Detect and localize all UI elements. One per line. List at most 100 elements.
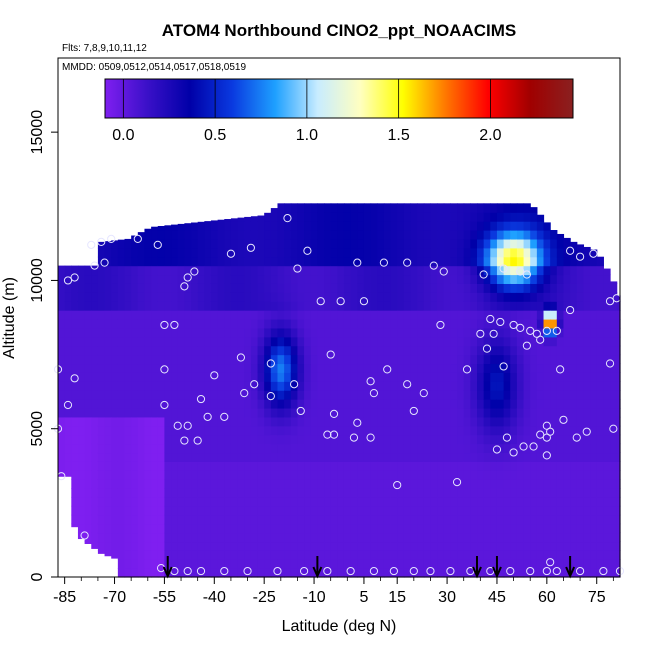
heatmap-cell <box>164 327 172 338</box>
sample-point <box>409 406 418 416</box>
heatmap-cell <box>324 310 332 320</box>
heatmap-cell <box>383 505 392 516</box>
heatmap-cell <box>304 452 312 462</box>
heatmap-cell <box>443 488 452 498</box>
heatmap-cell <box>343 292 352 302</box>
sample-point <box>605 297 615 306</box>
heatmap-cell <box>270 505 279 516</box>
heatmap-cell <box>417 301 425 311</box>
profile-arrows <box>162 556 576 579</box>
heatmap-cell <box>317 247 325 258</box>
heatmap-cell <box>423 470 432 480</box>
heatmap-cell <box>470 532 478 543</box>
heatmap-cell <box>204 230 212 240</box>
heatmap-cell <box>477 550 485 560</box>
heatmap-cell <box>590 354 598 365</box>
heatmap-cell <box>550 336 558 347</box>
heatmap-cell <box>171 416 179 427</box>
heatmap-cell <box>184 559 192 569</box>
heatmap-cell <box>390 443 398 454</box>
heatmap-cell <box>457 488 465 498</box>
heatmap-cell <box>277 274 285 284</box>
heatmap-cell <box>77 532 86 540</box>
heatmap-cell <box>397 496 405 507</box>
heatmap-cell <box>576 256 585 267</box>
heatmap-cell <box>217 310 225 320</box>
heatmap-cell <box>570 390 578 400</box>
heatmap-cell <box>257 425 265 436</box>
heatmap-cell <box>330 514 338 525</box>
heatmap-cell <box>144 541 152 551</box>
heatmap-cell <box>450 425 458 436</box>
heatmap-cell <box>137 238 146 249</box>
heatmap-cell <box>104 381 112 391</box>
heatmap-cell <box>370 541 378 551</box>
heatmap-cell <box>503 488 511 498</box>
heatmap-cell <box>290 407 299 418</box>
heatmap-cell <box>177 223 185 231</box>
heatmap-cell <box>144 452 152 462</box>
heatmap-cell <box>257 407 265 418</box>
heatmap-cell <box>297 514 305 525</box>
heatmap-cell <box>410 434 418 445</box>
heatmap-cell <box>410 407 418 418</box>
heatmap-cell <box>191 550 199 560</box>
heatmap-cell <box>610 281 618 284</box>
heatmap-cell <box>603 274 611 284</box>
heatmap-cell <box>536 523 545 534</box>
heatmap-cell <box>596 256 604 267</box>
heatmap-cell <box>556 354 565 365</box>
heatmap-cell <box>91 292 99 302</box>
heatmap-cell <box>224 238 232 249</box>
heatmap-cell <box>191 345 199 356</box>
heatmap-cell <box>151 256 159 267</box>
sample-point <box>180 282 189 291</box>
heatmap-cell <box>516 390 525 400</box>
heatmap-cell <box>164 345 172 356</box>
heatmap-cell <box>270 292 279 302</box>
heatmap-cell <box>563 434 571 445</box>
heatmap-cell <box>144 443 152 454</box>
heatmap-cell <box>137 425 146 436</box>
heatmap-cell <box>131 238 139 249</box>
heatmap-cell <box>477 532 485 543</box>
heatmap-cell <box>111 363 119 373</box>
heatmap-cell <box>576 416 585 427</box>
heatmap-cell <box>257 532 265 543</box>
heatmap-cell <box>403 461 412 471</box>
heatmap-cell <box>184 425 192 436</box>
sample-point <box>173 421 182 430</box>
heatmap-cell <box>324 274 332 284</box>
heatmap-cell <box>477 425 485 436</box>
heatmap-cell <box>117 292 126 302</box>
heatmap-cell <box>430 310 438 320</box>
heatmap-cell <box>111 274 119 284</box>
heatmap-cell <box>290 390 299 400</box>
heatmap-cell <box>244 221 252 231</box>
heatmap-cell <box>237 470 245 480</box>
heatmap-cell <box>144 372 152 382</box>
heatmap-cell <box>483 354 491 365</box>
heatmap-cell <box>324 425 332 436</box>
heatmap-cell <box>397 336 405 347</box>
heatmap-cell <box>184 479 192 489</box>
heatmap-cell <box>117 514 126 525</box>
chart-dates-subtitle: MMDD: 0509,0512,0514,0517,0518,0519 <box>62 62 246 73</box>
heatmap-cell <box>450 345 458 356</box>
heatmap-cell <box>516 559 525 569</box>
heatmap-cell <box>523 523 531 534</box>
heatmap-cell <box>596 461 604 471</box>
heatmap-cell <box>204 550 212 560</box>
heatmap-cell <box>603 425 611 436</box>
heatmap-cell <box>224 470 232 480</box>
heatmap-cell <box>317 479 325 489</box>
heatmap-cell <box>97 372 106 382</box>
heatmap-cell <box>377 443 385 454</box>
heatmap-cell <box>204 345 212 356</box>
heatmap-cell <box>197 265 205 276</box>
heatmap-cell <box>457 310 465 320</box>
heatmap-cell <box>570 318 578 329</box>
heatmap-cell <box>191 301 199 311</box>
heatmap-cell <box>463 434 471 445</box>
sample-point <box>575 252 585 261</box>
